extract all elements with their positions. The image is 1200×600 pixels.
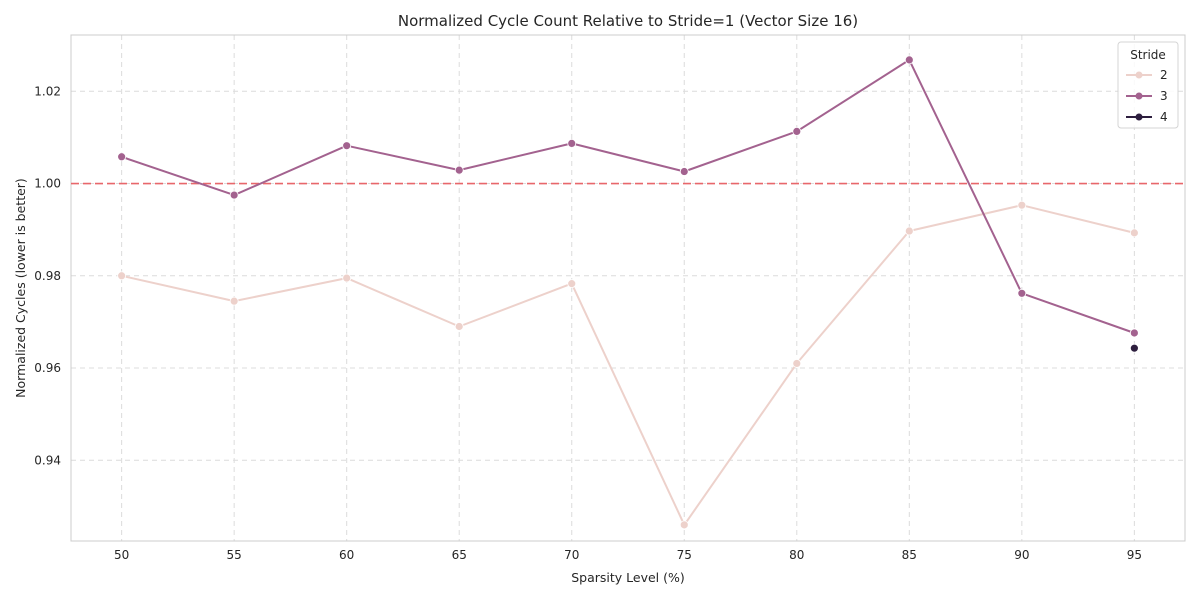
legend-label-stride-4: 4 xyxy=(1160,110,1168,124)
x-tick-label: 90 xyxy=(1014,548,1029,562)
data-point-stride-2 xyxy=(1129,228,1139,238)
data-point-stride-2 xyxy=(567,279,577,289)
plot-frame xyxy=(70,34,1186,542)
data-point-stride-3 xyxy=(679,167,689,176)
x-tick-label: 95 xyxy=(1127,548,1142,562)
legend-marker-stride-4 xyxy=(1135,113,1143,121)
x-tick-label: 75 xyxy=(677,548,692,562)
legend-label-stride-2: 2 xyxy=(1160,68,1168,82)
plot-background xyxy=(71,35,1185,541)
y-tick-label: 0.96 xyxy=(34,361,61,375)
x-tick-label: 85 xyxy=(902,548,917,562)
data-point-stride-3 xyxy=(1017,288,1027,298)
x-tick-label: 50 xyxy=(114,548,129,562)
series-line-stride-3 xyxy=(121,58,1135,334)
x-tick-label: 60 xyxy=(339,548,354,562)
series-line-stride-2 xyxy=(121,204,1135,526)
data-point-stride-3 xyxy=(792,127,802,136)
plot-area: 50 55 60 65 70 75 80 85 90 95 0.94 0.96 0.98 1.00 1.02 xyxy=(34,34,1186,562)
data-point-stride-3 xyxy=(567,138,577,148)
data-point-stride-2 xyxy=(679,520,689,530)
legend-marker-stride-2 xyxy=(1135,71,1143,79)
data-point-stride-3 xyxy=(1129,328,1139,338)
legend-label-stride-3: 3 xyxy=(1160,89,1168,103)
y-axis-title: Normalized Cycles (lower is better) xyxy=(13,178,28,398)
data-point-stride-4 xyxy=(1129,343,1139,353)
y-tick-label: 1.00 xyxy=(34,177,61,191)
y-tick-label: 1.02 xyxy=(34,84,61,98)
data-point-stride-3 xyxy=(904,55,914,65)
data-point-stride-3 xyxy=(117,152,127,162)
data-point-stride-2 xyxy=(454,322,464,331)
x-axis-title: Sparsity Level (%) xyxy=(571,570,685,585)
data-point-stride-2 xyxy=(229,296,239,306)
y-tick-label: 0.98 xyxy=(34,269,61,283)
data-point-stride-2 xyxy=(792,359,802,368)
data-point-stride-2 xyxy=(1017,200,1027,210)
chart-title: Normalized Cycle Count Relative to Strid… xyxy=(398,12,858,30)
data-point-stride-2 xyxy=(342,273,352,283)
legend-box xyxy=(1117,41,1179,129)
x-tick-label: 65 xyxy=(452,548,467,562)
data-point-stride-3 xyxy=(229,190,239,200)
data-point-stride-2 xyxy=(904,226,914,236)
legend-title: Stride xyxy=(1130,48,1166,62)
data-point-stride-3 xyxy=(454,165,464,175)
x-tick-label: 55 xyxy=(227,548,242,562)
y-tick-label: 0.94 xyxy=(34,453,61,467)
legend: Stride 2 3 4 xyxy=(1117,41,1179,129)
legend-marker-stride-3 xyxy=(1135,92,1143,100)
x-tick-label: 80 xyxy=(789,548,804,562)
x-tick-label: 70 xyxy=(564,548,579,562)
data-point-stride-2 xyxy=(117,271,127,281)
data-point-stride-3 xyxy=(342,141,352,151)
